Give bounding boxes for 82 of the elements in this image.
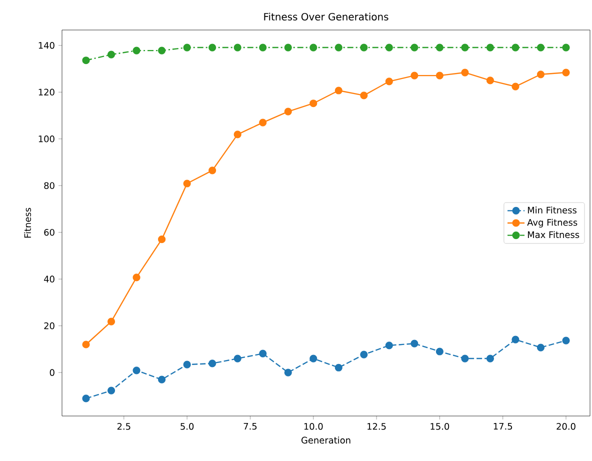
y-axis-title: Fitness [24, 208, 32, 238]
point [436, 72, 444, 80]
point [536, 44, 545, 52]
point [461, 44, 469, 52]
y-tick-label: 60 [44, 228, 54, 236]
point [183, 360, 191, 368]
point [385, 78, 393, 86]
point [234, 44, 242, 52]
point [310, 354, 318, 362]
point [284, 44, 292, 52]
point [132, 366, 140, 374]
point [183, 44, 191, 52]
point [410, 44, 418, 52]
point [234, 130, 242, 138]
point [436, 348, 444, 356]
point [562, 44, 570, 52]
point [208, 360, 216, 368]
legend-label: Min Fitness [528, 206, 576, 214]
point [158, 236, 166, 244]
point [486, 354, 494, 362]
point [259, 44, 267, 52]
point [562, 68, 570, 76]
point [385, 342, 393, 350]
x-tick-label: 7.5 [244, 423, 257, 430]
point [259, 118, 267, 126]
y-tick-label: 0 [50, 369, 54, 376]
point [536, 70, 545, 78]
point [284, 368, 292, 376]
chart-title: Fitness Over Generations [264, 12, 388, 20]
y-tick-label: 100 [38, 135, 54, 142]
x-tick-label: 5.0 [180, 423, 194, 430]
x-tick-label: 10.0 [304, 423, 323, 430]
point [461, 68, 469, 76]
point [158, 376, 166, 384]
point [82, 394, 90, 402]
point [82, 340, 90, 348]
point [334, 364, 342, 372]
point [107, 318, 116, 326]
point [562, 336, 570, 344]
x-tick-label: 15.0 [430, 423, 450, 430]
point [385, 44, 393, 52]
point [208, 166, 216, 174]
point [512, 44, 520, 52]
y-tick-label: 20 [44, 322, 54, 330]
point [461, 354, 469, 362]
point [158, 46, 166, 54]
point [82, 56, 90, 64]
point [259, 350, 267, 358]
x-tick-label: 2.5 [117, 423, 130, 430]
point [536, 344, 545, 352]
point [486, 76, 494, 84]
y-tick-label: 40 [44, 276, 54, 282]
point [486, 44, 494, 52]
point [334, 86, 342, 94]
y-tick-label: 120 [38, 88, 54, 96]
y-tick-label: 80 [44, 182, 54, 189]
x-tick-label: 20.0 [556, 423, 576, 430]
point [436, 44, 444, 52]
point [310, 44, 318, 52]
point [360, 92, 368, 100]
point [410, 72, 418, 80]
legend-label: Max Fitness [528, 231, 580, 238]
point [234, 354, 242, 362]
point [310, 100, 318, 108]
point [107, 386, 116, 394]
point [208, 44, 216, 52]
point [284, 108, 292, 116]
x-axis-title: Generation [301, 436, 350, 444]
point [183, 180, 191, 188]
x-tick-label: 12.5 [368, 423, 386, 430]
x-tick-label: 17.5 [494, 423, 512, 430]
point [410, 340, 418, 348]
point [334, 44, 342, 52]
point [360, 350, 368, 358]
point [512, 336, 520, 344]
point [107, 50, 116, 58]
point [132, 274, 140, 282]
point [132, 46, 140, 54]
point [512, 82, 520, 90]
y-tick-label: 140 [38, 42, 54, 49]
point [360, 44, 368, 52]
legend-label: Avg Fitness [527, 218, 578, 228]
